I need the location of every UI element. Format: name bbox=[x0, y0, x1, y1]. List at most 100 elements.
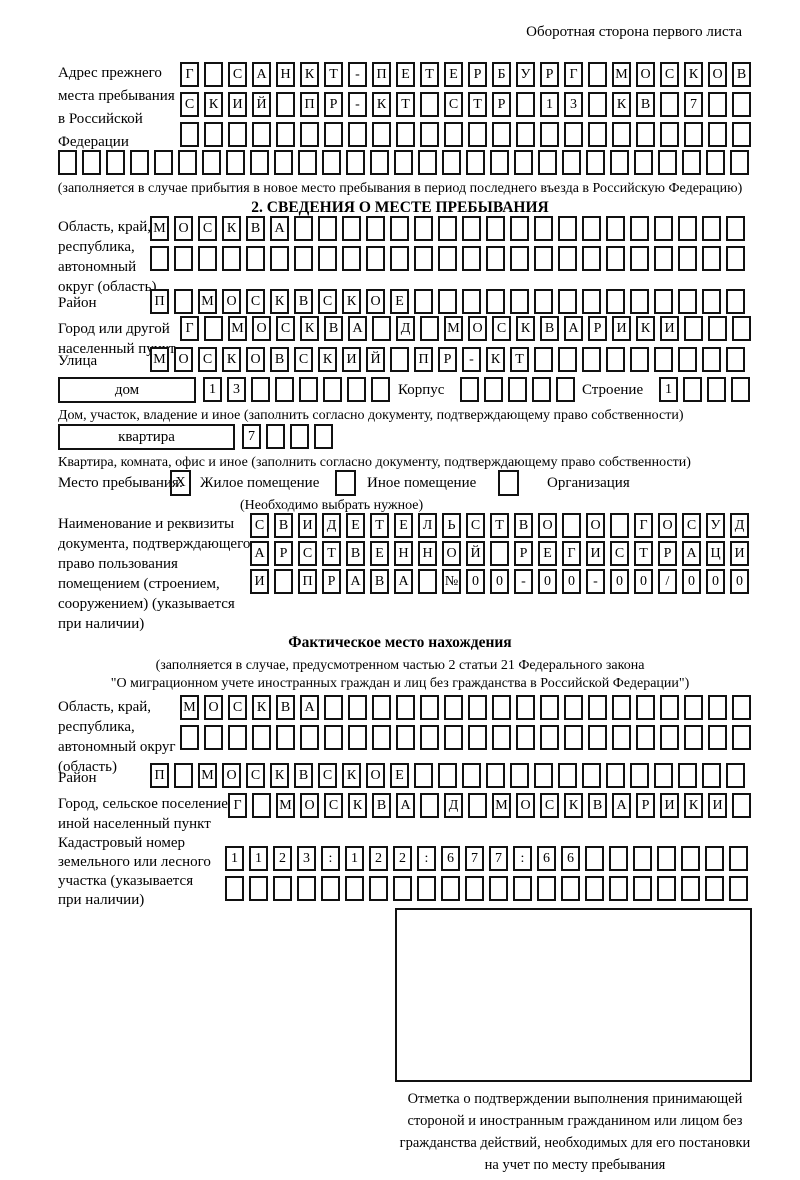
char-cell[interactable]: С bbox=[540, 793, 559, 818]
char-cell[interactable]: В bbox=[732, 62, 751, 87]
char-cell[interactable] bbox=[516, 695, 535, 720]
char-cell[interactable] bbox=[369, 876, 388, 901]
char-cell[interactable]: 3 bbox=[564, 92, 583, 117]
char-cell[interactable] bbox=[438, 246, 457, 271]
char-cell[interactable] bbox=[390, 246, 409, 271]
char-cell[interactable] bbox=[729, 846, 748, 871]
char-cell[interactable] bbox=[726, 347, 745, 372]
char-cell[interactable]: С bbox=[246, 763, 265, 788]
char-cell[interactable]: В bbox=[324, 316, 343, 341]
char-cell[interactable] bbox=[252, 122, 271, 147]
char-cell[interactable]: Г bbox=[562, 541, 581, 566]
char-cell[interactable]: Т bbox=[370, 513, 389, 538]
char-cell[interactable] bbox=[150, 246, 169, 271]
char-cell[interactable]: Е bbox=[390, 289, 409, 314]
char-cell[interactable] bbox=[276, 725, 295, 750]
char-cell[interactable]: Р bbox=[324, 92, 343, 117]
char-cell[interactable]: Д bbox=[322, 513, 341, 538]
char-cell[interactable] bbox=[348, 122, 367, 147]
char-cell[interactable] bbox=[372, 695, 391, 720]
char-cell[interactable] bbox=[486, 246, 505, 271]
char-cell[interactable] bbox=[588, 725, 607, 750]
char-cell[interactable] bbox=[634, 150, 653, 175]
char-cell[interactable] bbox=[582, 216, 601, 241]
char-cell[interactable] bbox=[178, 150, 197, 175]
char-cell[interactable]: К bbox=[684, 62, 703, 87]
char-cell[interactable] bbox=[534, 246, 553, 271]
char-cell[interactable] bbox=[684, 316, 703, 341]
char-cell[interactable]: 3 bbox=[297, 846, 316, 871]
char-cell[interactable]: Р bbox=[322, 569, 341, 594]
char-cell[interactable] bbox=[465, 876, 484, 901]
char-cell[interactable]: С bbox=[180, 92, 199, 117]
char-cell[interactable] bbox=[705, 846, 724, 871]
char-cell[interactable]: Р bbox=[658, 541, 677, 566]
char-cell[interactable]: В bbox=[276, 695, 295, 720]
char-cell[interactable] bbox=[732, 92, 751, 117]
char-cell[interactable]: П bbox=[414, 347, 433, 372]
char-cell[interactable]: М bbox=[198, 763, 217, 788]
char-cell[interactable] bbox=[630, 216, 649, 241]
char-cell[interactable]: 0 bbox=[610, 569, 629, 594]
char-cell[interactable] bbox=[726, 289, 745, 314]
char-cell[interactable] bbox=[462, 763, 481, 788]
char-cell[interactable]: Т bbox=[324, 62, 343, 87]
char-cell[interactable]: О bbox=[708, 62, 727, 87]
char-cell[interactable]: М bbox=[228, 316, 247, 341]
char-cell[interactable]: Ц bbox=[706, 541, 725, 566]
char-cell[interactable] bbox=[299, 377, 318, 402]
char-cell[interactable] bbox=[414, 246, 433, 271]
char-cell[interactable]: Н bbox=[276, 62, 295, 87]
char-cell[interactable]: К bbox=[516, 316, 535, 341]
char-cell[interactable]: 2 bbox=[369, 846, 388, 871]
char-cell[interactable]: О bbox=[586, 513, 605, 538]
char-cell[interactable]: Г bbox=[180, 62, 199, 87]
char-cell[interactable]: М bbox=[276, 793, 295, 818]
char-cell[interactable]: К bbox=[252, 695, 271, 720]
char-cell[interactable] bbox=[438, 289, 457, 314]
char-cell[interactable]: А bbox=[564, 316, 583, 341]
char-cell[interactable] bbox=[204, 725, 223, 750]
char-cell[interactable]: О bbox=[366, 289, 385, 314]
char-cell[interactable]: Н bbox=[394, 541, 413, 566]
char-cell[interactable] bbox=[657, 846, 676, 871]
char-cell[interactable] bbox=[585, 846, 604, 871]
char-cell[interactable] bbox=[582, 289, 601, 314]
char-cell[interactable]: 7 bbox=[465, 846, 484, 871]
char-cell[interactable] bbox=[564, 695, 583, 720]
char-cell[interactable] bbox=[681, 846, 700, 871]
char-cell[interactable]: В bbox=[346, 541, 365, 566]
char-cell[interactable]: : bbox=[321, 846, 340, 871]
char-cell[interactable] bbox=[678, 216, 697, 241]
char-cell[interactable]: 1 bbox=[225, 846, 244, 871]
char-cell[interactable] bbox=[612, 695, 631, 720]
char-cell[interactable]: Л bbox=[418, 513, 437, 538]
char-cell[interactable]: В bbox=[370, 569, 389, 594]
char-cell[interactable]: Е bbox=[538, 541, 557, 566]
stay-option-checkbox[interactable] bbox=[335, 470, 356, 496]
char-cell[interactable]: К bbox=[318, 347, 337, 372]
char-cell[interactable] bbox=[681, 876, 700, 901]
char-cell[interactable] bbox=[588, 92, 607, 117]
char-cell[interactable] bbox=[276, 122, 295, 147]
char-cell[interactable] bbox=[342, 246, 361, 271]
char-cell[interactable]: 6 bbox=[537, 846, 556, 871]
char-cell[interactable]: И bbox=[228, 92, 247, 117]
char-cell[interactable]: С bbox=[228, 62, 247, 87]
char-cell[interactable] bbox=[534, 289, 553, 314]
char-cell[interactable] bbox=[441, 876, 460, 901]
char-cell[interactable]: 0 bbox=[682, 569, 701, 594]
char-cell[interactable] bbox=[345, 876, 364, 901]
char-cell[interactable] bbox=[516, 725, 535, 750]
char-cell[interactable]: Р bbox=[514, 541, 533, 566]
char-cell[interactable] bbox=[585, 876, 604, 901]
char-cell[interactable]: 0 bbox=[634, 569, 653, 594]
char-cell[interactable] bbox=[274, 150, 293, 175]
char-cell[interactable] bbox=[486, 216, 505, 241]
char-cell[interactable] bbox=[654, 763, 673, 788]
char-cell[interactable] bbox=[556, 377, 575, 402]
char-cell[interactable]: - bbox=[348, 62, 367, 87]
char-cell[interactable] bbox=[606, 347, 625, 372]
char-cell[interactable] bbox=[270, 246, 289, 271]
char-cell[interactable] bbox=[342, 216, 361, 241]
